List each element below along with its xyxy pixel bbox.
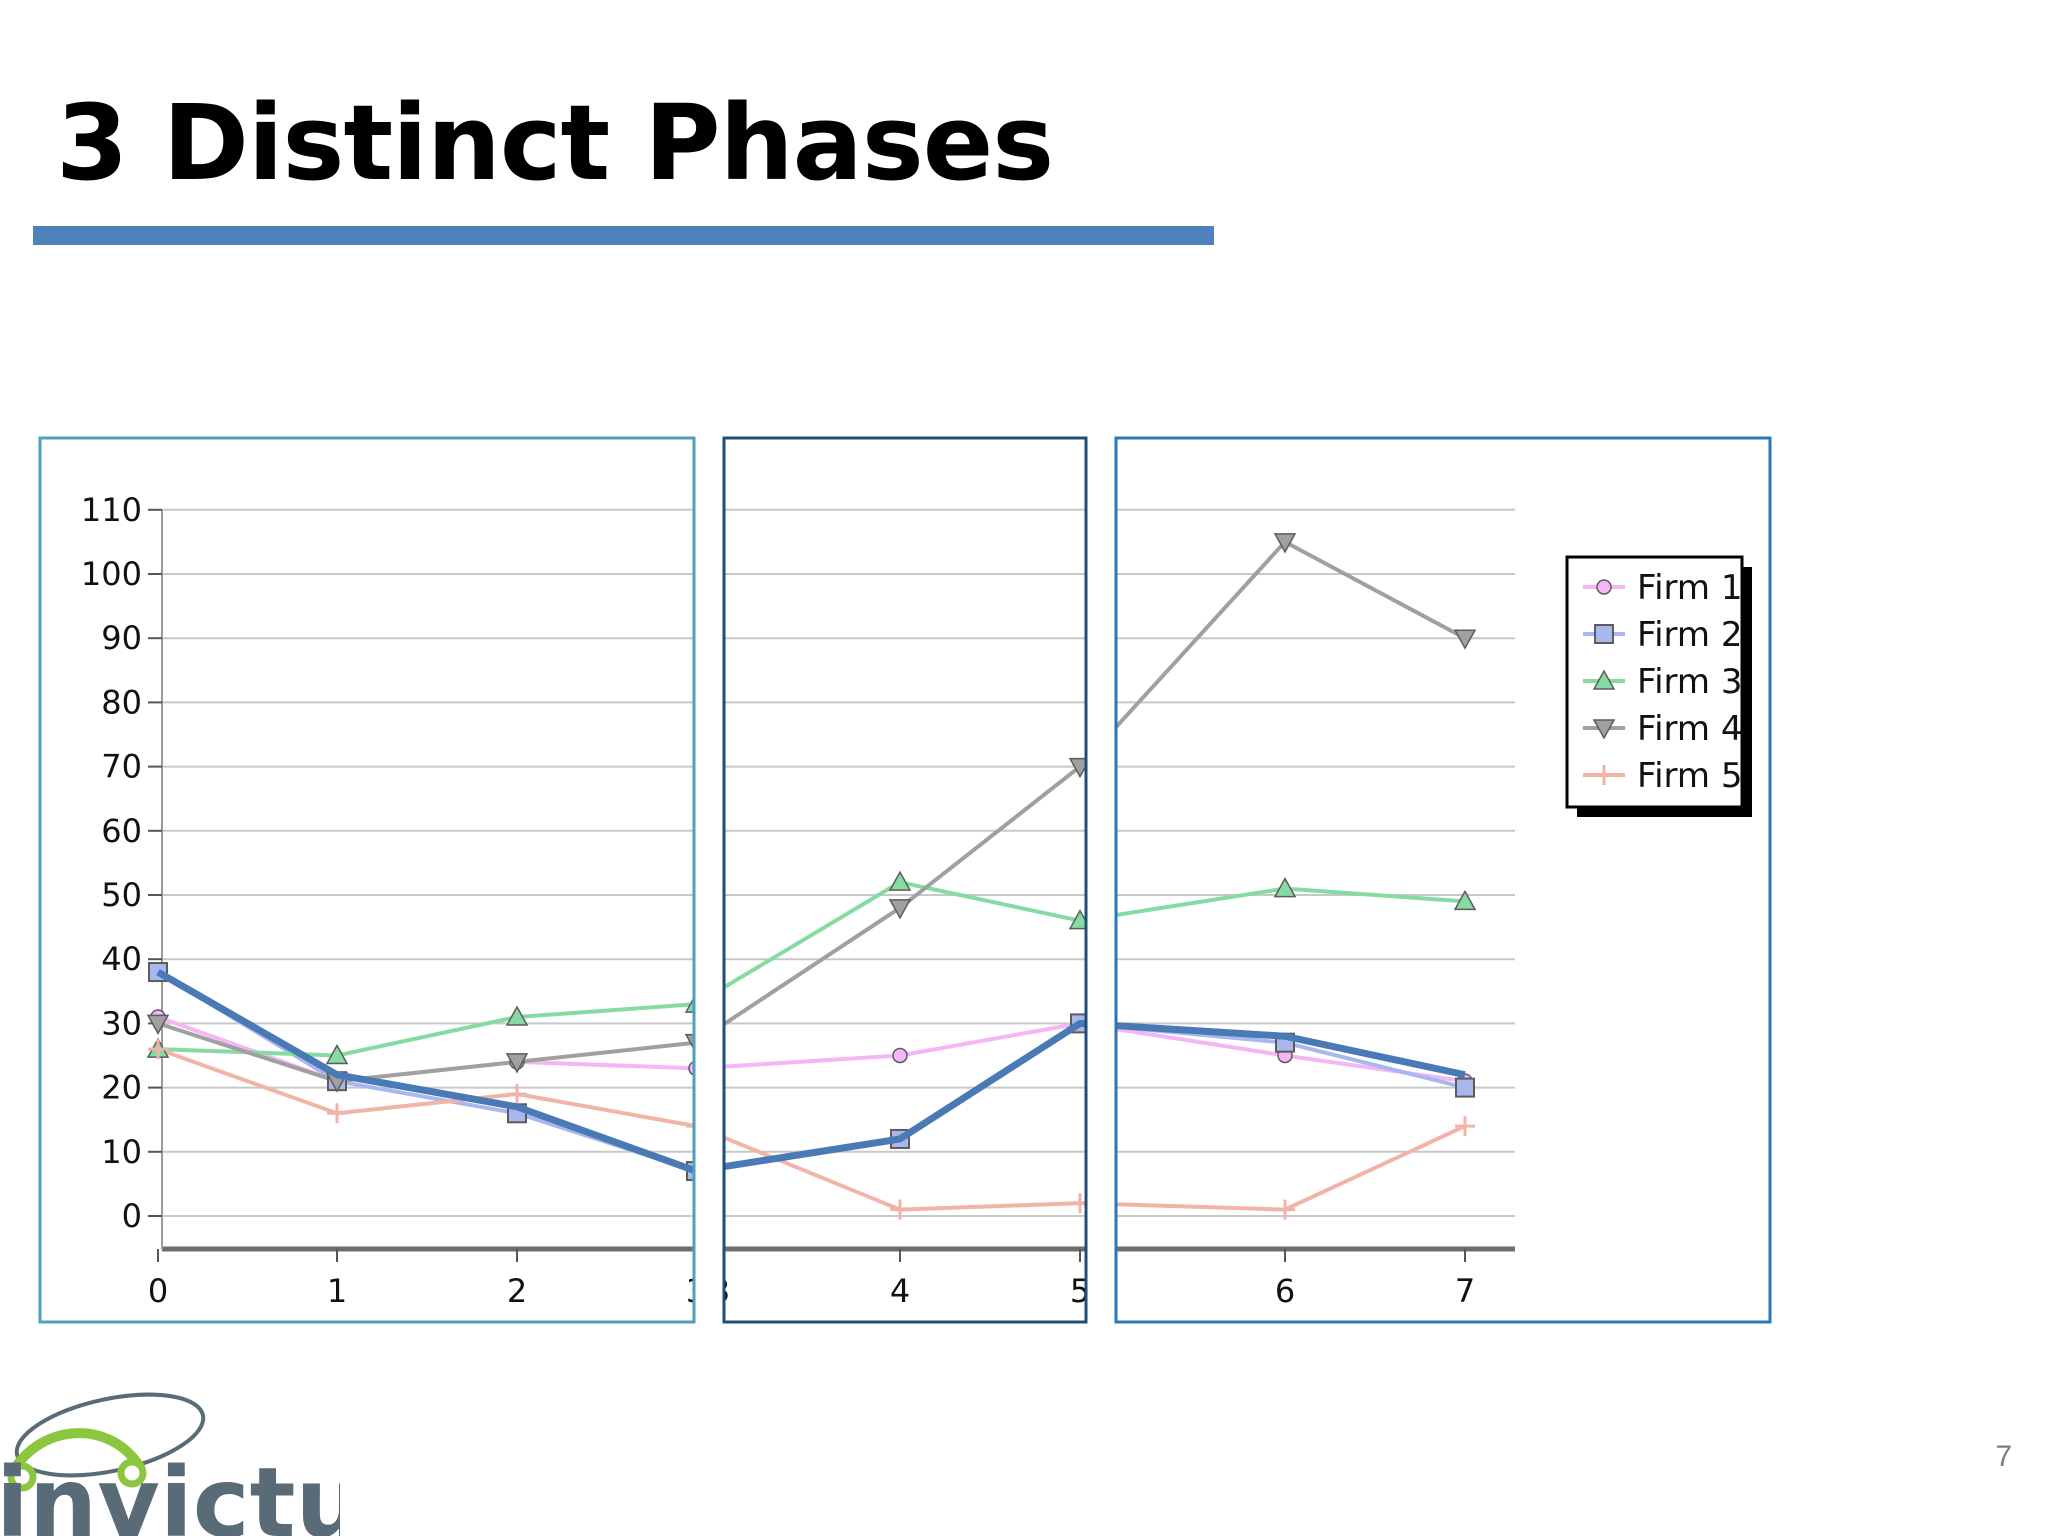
- data-point-firm-1: [688, 1060, 704, 1077]
- y-tick-label: 50: [101, 876, 142, 914]
- data-point-firm-5: [507, 1084, 527, 1105]
- highlight-trend-line: [156, 969, 1466, 1175]
- phase-panel-1: [38, 436, 696, 1324]
- data-point-firm-4: [146, 1014, 170, 1035]
- data-point-firm-5: [148, 1039, 168, 1060]
- phase-panel-2: [722, 436, 1088, 1324]
- y-tick-label: 100: [81, 555, 142, 593]
- logo-text: invictus: [0, 1447, 340, 1536]
- y-tick-label: 0: [122, 1197, 142, 1235]
- legend-label: Firm 1: [1637, 568, 1742, 608]
- series-line-firm-5: [157, 1047, 1466, 1212]
- legend-marker-icon: [1594, 765, 1614, 785]
- data-point-firm-3: [888, 870, 912, 891]
- y-tick-label: 80: [101, 683, 142, 721]
- x-tick-label: 0: [148, 1272, 168, 1310]
- data-point-firm-4: [888, 899, 912, 920]
- data-point-firm-5: [1275, 1199, 1295, 1220]
- data-point-firm-4: [1453, 629, 1477, 650]
- y-tick-label: 20: [101, 1069, 142, 1107]
- y-tick-label: 90: [101, 619, 142, 657]
- data-point-firm-1: [892, 1047, 908, 1064]
- legend-marker-icon: [1594, 624, 1614, 644]
- legend-marker-icon: [1596, 579, 1612, 595]
- x-tick-label: 1: [327, 1272, 347, 1310]
- x-tick-label: 6: [1275, 1272, 1295, 1310]
- y-tick-label: 30: [101, 1004, 142, 1042]
- data-point-firm-3: [1453, 889, 1477, 911]
- y-tick-label: 110: [81, 491, 142, 529]
- title-rule: [33, 226, 1214, 245]
- data-point-firm-5: [890, 1199, 910, 1220]
- slide-title: 3 Distinct Phases: [56, 82, 1054, 204]
- data-point-firm-2: [1455, 1077, 1475, 1098]
- data-point-firm-3: [325, 1043, 349, 1065]
- data-point-firm-3: [505, 1005, 529, 1026]
- legend-item-firm-4: Firm 4: [1583, 709, 1742, 749]
- legend-marker-icon: [1592, 669, 1616, 690]
- x-tick-label: 3: [710, 1272, 730, 1310]
- y-tick-label: 40: [101, 940, 142, 978]
- legend-label: Firm 3: [1637, 662, 1742, 702]
- legend-item-firm-2: Firm 2: [1583, 615, 1742, 655]
- legend-item-firm-3: Firm 3: [1583, 662, 1742, 702]
- logo-swoosh-icon: [14, 1392, 206, 1478]
- legend-label: Firm 2: [1637, 615, 1742, 655]
- series-line-firm-3: [157, 880, 1466, 1058]
- x-tick-label: 2: [507, 1272, 527, 1310]
- x-tick-label: 3: [686, 1272, 706, 1310]
- logo-arc-icon: [7, 1428, 145, 1478]
- page-number: 7: [1995, 1440, 2012, 1473]
- phase-panel-bg-1: [40, 438, 694, 1322]
- data-point-firm-4: [1273, 533, 1297, 554]
- legend-item-firm-1: Firm 1: [1583, 568, 1742, 608]
- y-tick-label: 70: [101, 748, 142, 786]
- y-tick-label: 60: [101, 812, 142, 850]
- invictus-logo: invictus: [0, 1392, 340, 1536]
- data-point-firm-3: [1273, 877, 1297, 898]
- y-tick-label: 10: [101, 1133, 142, 1171]
- logo-wheel-right-icon: [117, 1458, 147, 1488]
- x-tick-label: 7: [1455, 1272, 1475, 1310]
- legend-label: Firm 4: [1637, 709, 1742, 749]
- data-point-firm-4: [505, 1053, 529, 1074]
- logo-wheel-left-icon: [7, 1462, 37, 1492]
- phase-panel-3: [1114, 436, 1772, 1324]
- data-point-firm-5: [327, 1103, 347, 1124]
- legend-item-firm-5: Firm 5: [1583, 756, 1742, 796]
- legend-marker-icon: [1592, 719, 1616, 740]
- legend-label: Firm 5: [1637, 756, 1742, 796]
- x-tick-label: 4: [890, 1272, 910, 1310]
- data-point-firm-5: [1455, 1116, 1475, 1137]
